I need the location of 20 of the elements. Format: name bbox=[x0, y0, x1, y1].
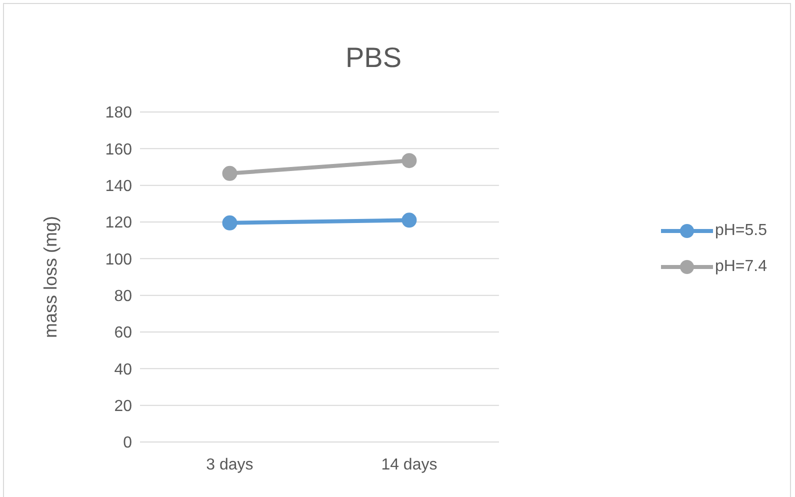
legend-label: pH=7.4 bbox=[714, 258, 767, 276]
y-tick-label: 0 bbox=[123, 434, 132, 452]
y-tick-label: 20 bbox=[114, 398, 132, 416]
y-tick-label: 60 bbox=[114, 324, 132, 342]
x-tick-label: 3 days bbox=[206, 456, 254, 474]
point bbox=[402, 153, 417, 168]
point bbox=[222, 166, 238, 181]
x-tick-label: 14 days bbox=[381, 456, 438, 474]
y-axis-title: mass loss (mg) bbox=[40, 216, 60, 338]
y-tick-label: 140 bbox=[105, 178, 132, 196]
chart-title: PBS bbox=[344, 42, 403, 74]
point bbox=[402, 212, 417, 228]
point bbox=[222, 215, 238, 230]
y-tick-label: 160 bbox=[105, 141, 132, 158]
y-tick-label: 100 bbox=[105, 251, 132, 268]
y-tick-label: 120 bbox=[105, 214, 132, 232]
y-tick-label: 80 bbox=[114, 288, 132, 306]
y-tick-label: 40 bbox=[114, 361, 132, 378]
legend-label: pH=5.5 bbox=[714, 222, 767, 240]
y-tick-label: 180 bbox=[105, 104, 132, 122]
